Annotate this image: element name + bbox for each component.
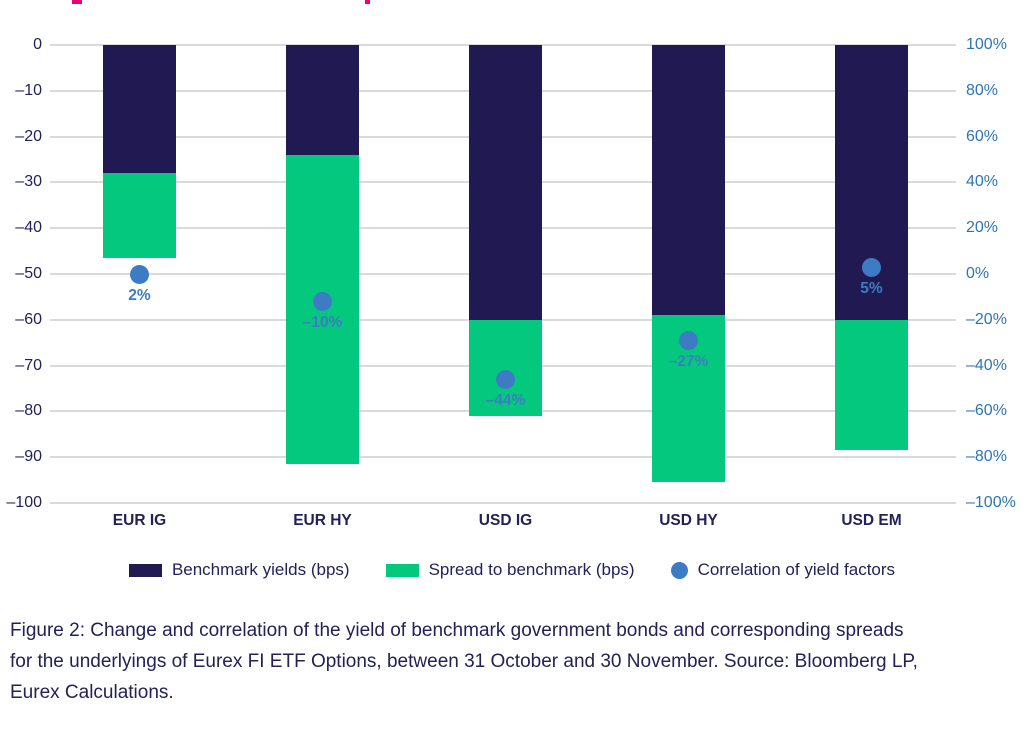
legend-label: Benchmark yields (bps) [171,560,350,579]
caption-line: Figure 2: Change and correlation of the … [10,620,904,641]
right-axis-tick-label: –100% [966,494,1016,511]
left-axis-tick-label: 0 [33,36,42,53]
bar-chart: 0 100% –10 80% –20 60% –30 40% –40 20% –50 0% –60 –20… [6,36,1016,529]
spread-bar-segment [835,319,908,451]
spread-bar-segment [469,319,542,416]
category-label: USD EM [841,512,902,529]
left-axis-tick-label: –30 [15,173,42,191]
right-axis-tick-label: 20% [966,219,999,237]
right-axis-tick-label: 40% [966,173,999,191]
spread-to-benchmark-swatch-icon [385,563,419,577]
category-label: EUR IG [112,512,167,529]
benchmark-bar-segment [652,45,725,316]
left-axis-tick-label: –80 [15,402,42,420]
right-axis-tick-label: –20% [966,310,1007,328]
legend-item-spread-to-benchmark: Spread to benchmark (bps) [385,560,635,580]
left-axis-tick-label: –10 [15,81,42,99]
correlation-dot [130,264,149,284]
correlation-dot [313,292,332,312]
left-axis-tick-label: –90 [15,448,42,466]
category-label: USD IG [478,512,533,529]
left-axis-tick-label: –40 [15,219,42,237]
benchmark-bar-segment [835,45,908,320]
correlation-dot-label: –27% [668,353,709,371]
correlation-dot [496,370,515,390]
correlation-dot [679,331,698,351]
correlation-dot-icon [670,561,688,579]
benchmark-bar-segment [103,45,176,174]
spread-bar-segment [103,173,176,258]
right-axis-tick-label: 100% [966,36,1007,53]
left-axis-tick-label: –50 [15,265,42,282]
correlation-dot-label: 2% [128,286,151,304]
left-axis-tick-label: –20 [15,127,42,145]
legend-item-correlation: Correlation of yield factors [670,560,896,580]
right-axis-tick-label: –80% [966,448,1007,466]
caption-line: Eurex Calculations. [10,682,174,703]
left-axis-tick-label: –100 [6,494,42,511]
legend-label: Spread to benchmark (bps) [428,560,635,579]
left-axis-tick-label: –70 [15,356,42,374]
legend-label: Correlation of yield factors [697,560,896,579]
legend-item-benchmark-yields: Benchmark yields (bps) [128,560,350,580]
right-axis-tick-label: 80% [966,81,999,99]
category-label: USD HY [659,512,718,529]
correlation-dot-label: –10% [302,314,343,332]
right-axis-tick-label: 0% [966,265,990,282]
category-label: EUR HY [293,512,352,529]
right-axis-tick-label: –40% [966,356,1007,374]
figure-caption: Figure 2: Change and correlation of the … [10,615,1010,708]
benchmark-yields-swatch-icon [128,563,162,577]
benchmark-bar-segment [469,45,542,320]
caption-line: for the underlyings of Eurex FI ETF Opti… [10,651,918,672]
cropped-heading-fragment [365,0,370,4]
benchmark-bar-segment [286,45,359,155]
chart-legend: Benchmark yields (bps) Spread to benchma… [0,557,1024,583]
gridline [50,456,956,459]
gridline [50,502,956,504]
correlation-dot-label: 5% [860,280,883,298]
left-axis-tick-label: –60 [15,310,42,328]
cropped-heading-fragment [72,0,82,4]
correlation-dot-label: –44% [485,392,526,410]
right-axis-tick-label: –60% [966,402,1007,420]
right-axis-tick-label: 60% [966,127,999,145]
correlation-dot [862,258,881,278]
